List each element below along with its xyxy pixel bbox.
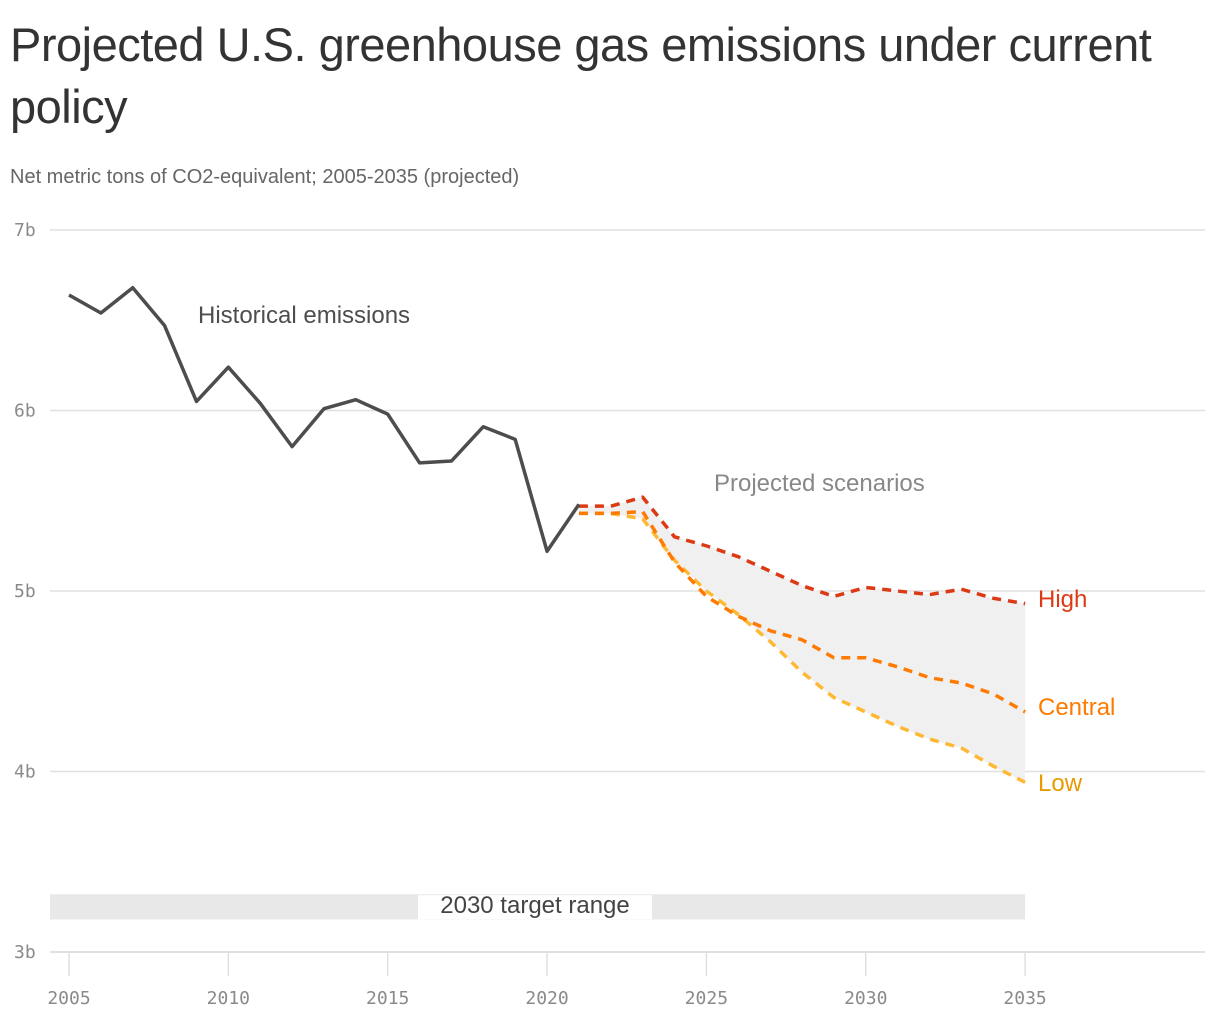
y-tick-label: 5b (14, 581, 36, 602)
x-tick-label: 2010 (207, 988, 250, 1009)
target-range-label-bg (418, 895, 652, 920)
series-line-low (578, 511, 1026, 784)
chart-title: Projected U.S. greenhouse gas emissions … (10, 18, 1152, 133)
x-tick-label: 2015 (366, 988, 409, 1009)
series-line-central (578, 509, 1026, 714)
x-tick-label: 2035 (1003, 988, 1046, 1009)
y-tick-label: 3b (14, 942, 36, 963)
y-tick-label: 4b (14, 762, 36, 783)
series-label-low: Low (1038, 770, 1083, 797)
historical-label: Historical emissions (198, 302, 410, 329)
series-line-historical-emissions (68, 286, 581, 554)
gridlines: 3b 4b 5b 6b 7b 2005 2010 2015 2020 2025 2030 2035 (14, 220, 1205, 1009)
projected-label: Projected scenarios (714, 470, 925, 497)
series-label-central: Central (1038, 694, 1115, 721)
y-tick-label: 6b (14, 401, 36, 422)
series-line-high (578, 495, 1026, 606)
y-tick-label: 7b (14, 220, 36, 241)
chart-subtitle: Net metric tons of CO2-equivalent; 2005-… (10, 166, 520, 188)
series-label-high: High (1038, 586, 1087, 613)
x-tick-label: 2030 (844, 988, 887, 1009)
x-tick-label: 2020 (525, 988, 568, 1009)
x-tick-label: 2005 (47, 988, 90, 1009)
target-range-label: 2030 target range (440, 892, 629, 919)
x-tick-label: 2025 (685, 988, 728, 1009)
